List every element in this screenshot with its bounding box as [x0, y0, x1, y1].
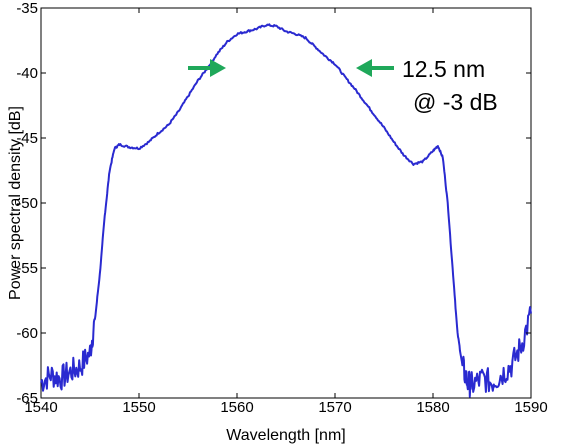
y-tick-label: -60: [16, 325, 38, 342]
y-tick-label: -65: [16, 390, 38, 407]
left-arrow-icon: [188, 59, 226, 77]
y-tick-label: -55: [16, 260, 38, 277]
spectrum-series-line: [40, 23, 532, 398]
y-tick-label: -50: [16, 195, 38, 212]
y-tick-label: -40: [16, 65, 38, 82]
y-axis-label: Power spectral density [dB]: [7, 106, 24, 300]
y-tick-label: -45: [16, 130, 38, 147]
x-tick-label: 1590: [514, 399, 547, 416]
y-axis: -35 -40 -45 -50 -55 -60 -65: [16, 0, 531, 407]
x-tick-label: 1550: [122, 399, 155, 416]
x-axis: 1540 1550 1560 1570 1580 1590: [24, 8, 548, 416]
bandwidth-annotation: 12.5 nm: [402, 56, 485, 82]
x-axis-label: Wavelength [nm]: [226, 427, 345, 444]
right-arrow-icon: [356, 59, 394, 77]
x-tick-label: 1560: [220, 399, 253, 416]
threshold-annotation: @ -3 dB: [413, 89, 498, 115]
annotations: 12.5 nm @ -3 dB: [188, 56, 498, 115]
x-tick-label: 1570: [318, 399, 351, 416]
y-tick-label: -35: [16, 0, 38, 17]
x-tick-label: 1540: [24, 399, 57, 416]
x-tick-label: 1580: [416, 399, 449, 416]
